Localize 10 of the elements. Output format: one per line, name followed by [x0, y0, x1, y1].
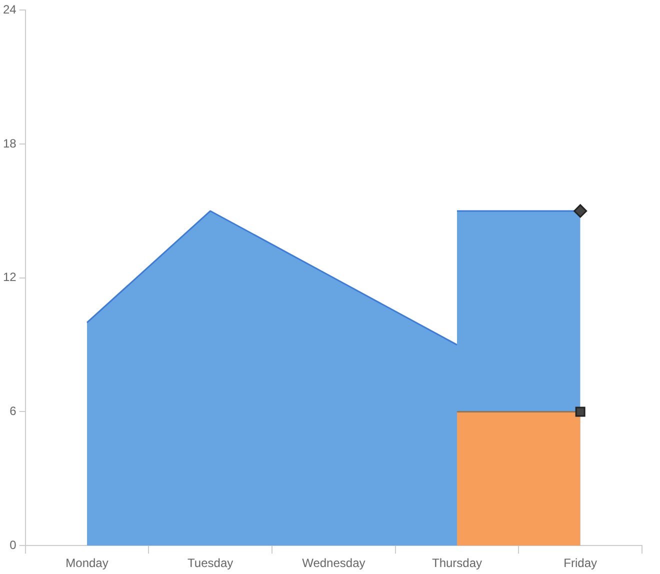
x-tick-label: Wednesday: [302, 556, 366, 570]
y-tick-label: 18: [2, 136, 17, 150]
x-tick-label: Friday: [564, 556, 598, 570]
y-tick-label: 12: [2, 270, 17, 284]
x-tick-label: Tuesday: [188, 556, 234, 570]
x-tick-label: Thursday: [432, 556, 482, 570]
y-tick-label: 6: [10, 404, 17, 418]
x-tick-label: Monday: [66, 556, 108, 570]
y-tick-label: 24: [2, 2, 17, 17]
y-tick-label: 0: [10, 538, 17, 552]
